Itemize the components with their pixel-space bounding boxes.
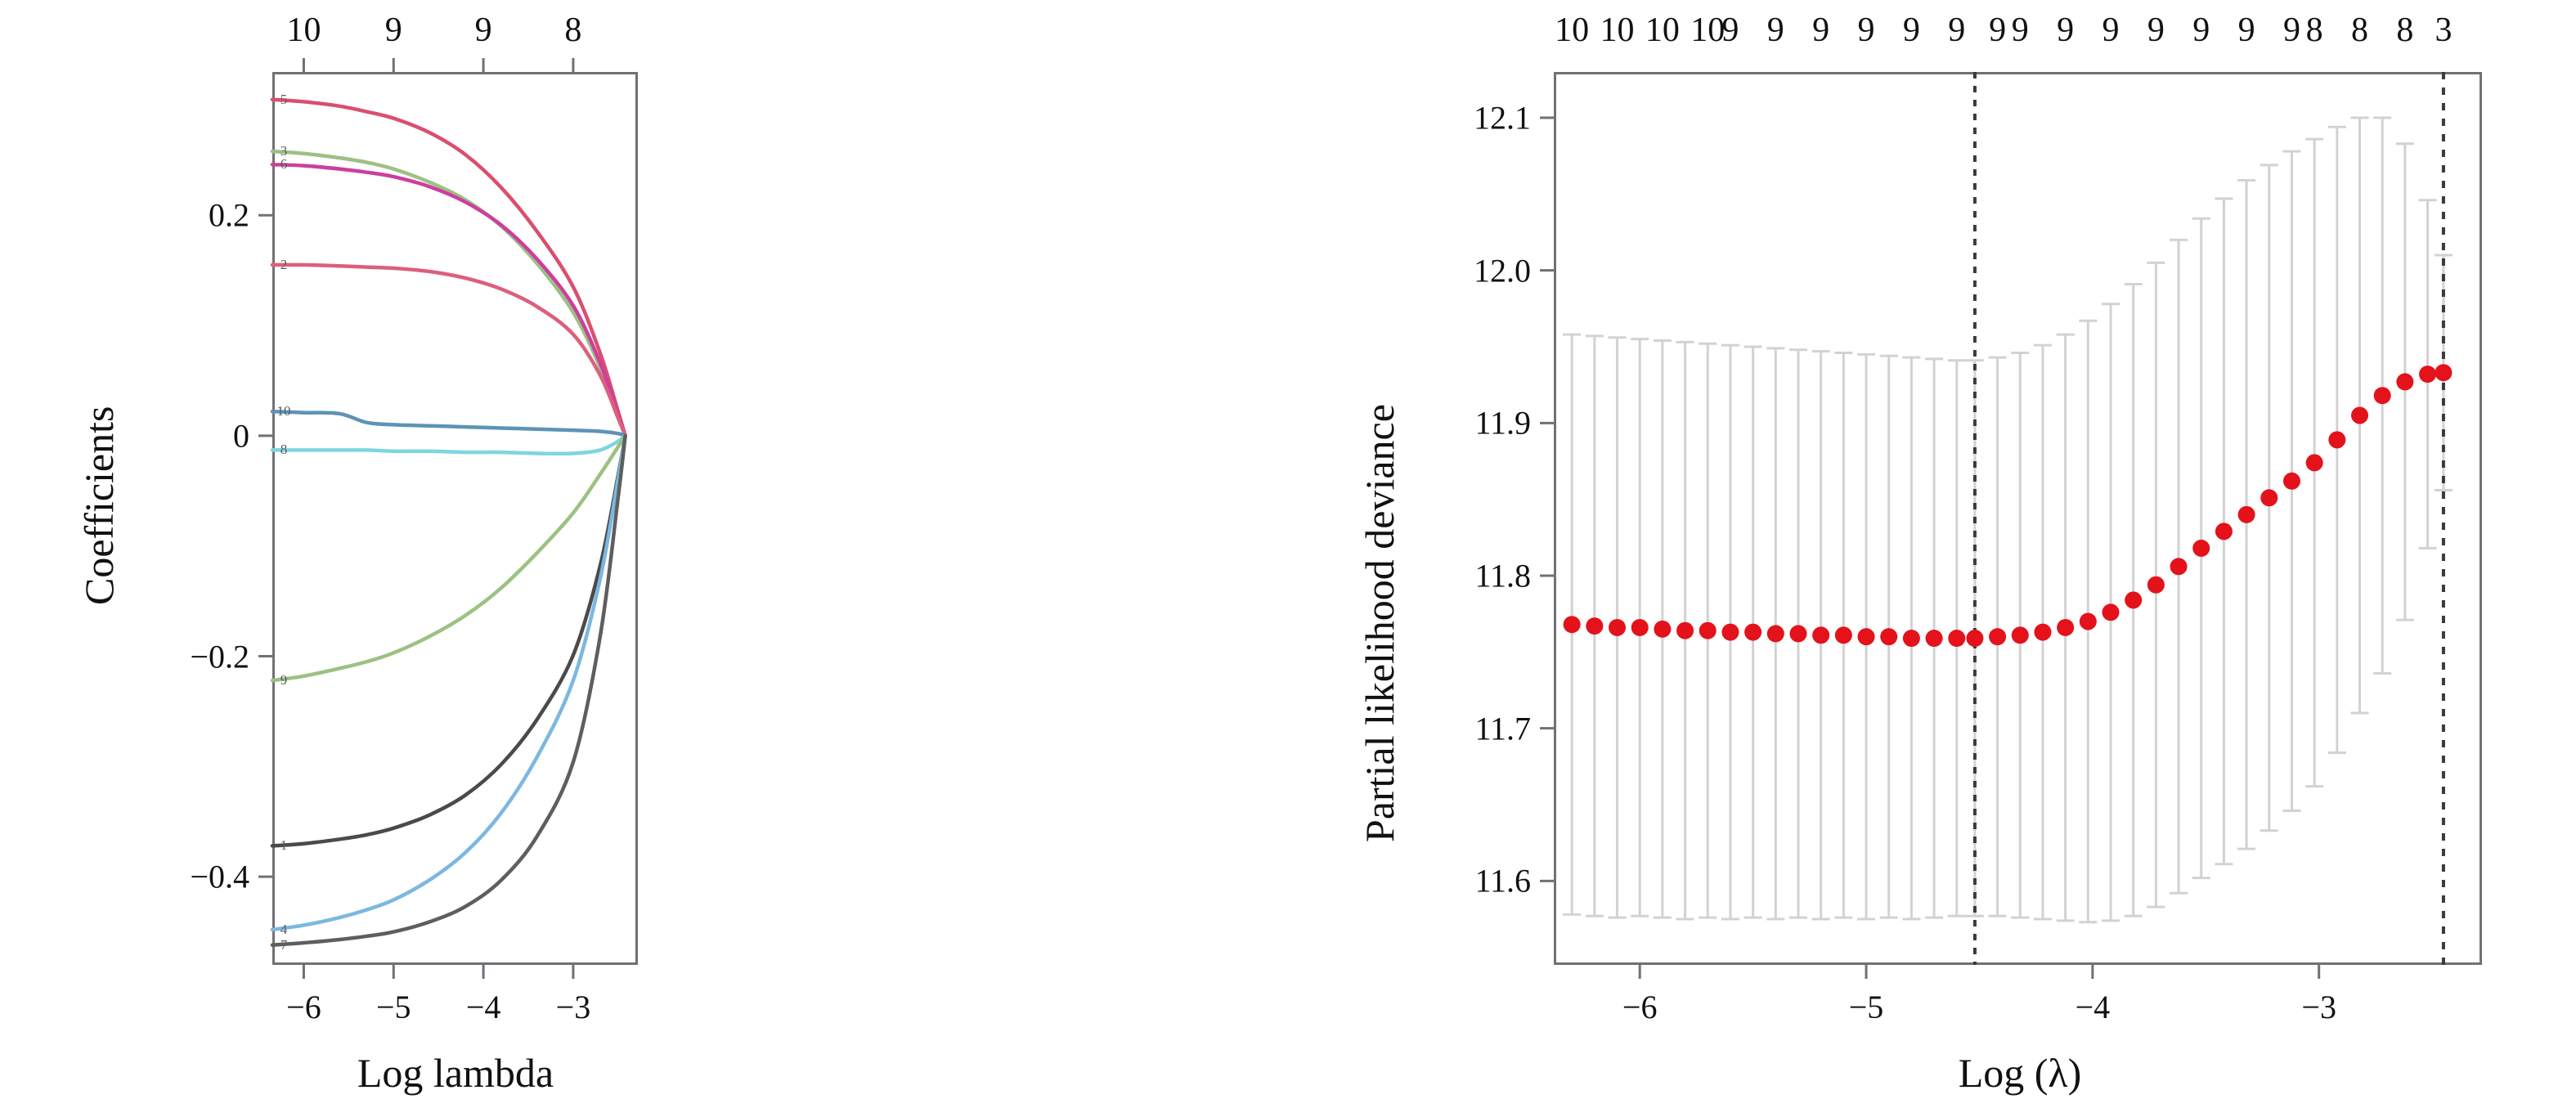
right-top-tick-11: 9 — [2011, 11, 2029, 49]
right-top-tick-13: 9 — [2102, 11, 2120, 49]
right-top-tick-18: 8 — [2305, 11, 2323, 49]
left-y-tick-2: −0.2 — [190, 638, 249, 675]
left-plot-area — [272, 72, 638, 965]
left-x-tick-3: −3 — [555, 989, 591, 1025]
left-var-label-9: 9 — [280, 672, 288, 689]
left-var-label-1: 1 — [280, 837, 288, 854]
right-top-tick-5: 9 — [1766, 11, 1784, 49]
right-top-tick-6: 9 — [1812, 11, 1830, 49]
right-top-tick-2: 10 — [1645, 11, 1680, 49]
left-var-label-4: 4 — [280, 921, 288, 937]
right-top-tick-15: 9 — [2192, 11, 2210, 49]
left-var-label-3: 3 — [280, 143, 288, 159]
left-y-tick-0: 0.2 — [209, 196, 249, 234]
left-var-label-10: 10 — [276, 403, 291, 419]
right-y-tick-5: 11.6 — [1474, 862, 1531, 899]
right-y-tick-1: 12.0 — [1474, 252, 1531, 289]
right-top-tick-4: 9 — [1721, 11, 1739, 49]
left-var-label-8: 8 — [280, 442, 288, 458]
left-y-axis-title: Coefficients — [76, 406, 122, 605]
right-top-tick-19: 8 — [2351, 11, 2368, 49]
left-x-tick-2: −4 — [465, 989, 501, 1025]
left-top-tick-3: 8 — [564, 11, 582, 49]
right-y-tick-2: 11.9 — [1474, 404, 1531, 442]
right-x-axis-title: Log (λ) — [1958, 1050, 2082, 1096]
right-top-tick-9: 9 — [1948, 11, 1966, 49]
right-top-tick-3: 10 — [1690, 11, 1726, 49]
left-top-tick-2: 9 — [474, 11, 492, 49]
cross-validation-panel: 10 10 10 10 9 9 9 9 9 9 9 9 9 9 9 9 9 9 8 8 8 3 12.1 12.0 11.9 1… — [1292, 0, 2576, 1099]
right-y-tick-3: 11.8 — [1474, 557, 1531, 594]
right-top-tick-10: 9 — [1989, 11, 2007, 49]
right-top-tick-0: 10 — [1555, 11, 1590, 49]
left-var-label-2: 2 — [280, 256, 288, 272]
left-y-tick-1: 0 — [233, 417, 249, 455]
right-top-tick-7: 9 — [1857, 11, 1875, 49]
right-x-tick-1: −5 — [1848, 989, 1884, 1025]
right-x-tick-3: −3 — [2301, 989, 2336, 1025]
left-top-tick-1: 9 — [384, 11, 402, 49]
left-x-axis-title: Log lambda — [357, 1050, 554, 1096]
right-top-tick-21: 3 — [2435, 11, 2453, 49]
left-x-tick-1: −5 — [375, 989, 411, 1025]
right-x-tick-0: −6 — [1622, 989, 1658, 1025]
right-y-tick-4: 11.7 — [1474, 710, 1531, 747]
right-top-tick-17: 9 — [2282, 11, 2300, 49]
left-x-tick-0: −6 — [286, 989, 321, 1025]
left-top-tick-0: 10 — [286, 11, 321, 49]
right-x-tick-2: −4 — [2075, 989, 2111, 1025]
right-top-tick-8: 9 — [1902, 11, 1920, 49]
right-y-tick-0: 12.1 — [1474, 99, 1531, 137]
right-top-tick-1: 10 — [1600, 11, 1635, 49]
right-top-tick-12: 9 — [2057, 11, 2075, 49]
left-y-tick-3: −0.4 — [190, 858, 249, 895]
right-top-tick-20: 8 — [2396, 11, 2414, 49]
coefficient-path-panel: 10 9 9 8 0.2 0 −0.2 −0.4 −6 −5 −4 −3 5 3 6 2 10 8 9 1 4 7 … — [76, 11, 638, 1096]
right-plot-area — [1554, 72, 2482, 965]
left-var-label-6: 6 — [280, 156, 288, 173]
left-var-label-7: 7 — [280, 936, 288, 953]
left-var-label-5: 5 — [280, 91, 288, 107]
right-top-tick-14: 9 — [2147, 11, 2165, 49]
right-top-tick-16: 9 — [2237, 11, 2255, 49]
right-y-axis-title: Partial likelihood deviance — [1357, 404, 1402, 842]
left-plot-svg — [258, 58, 627, 979]
